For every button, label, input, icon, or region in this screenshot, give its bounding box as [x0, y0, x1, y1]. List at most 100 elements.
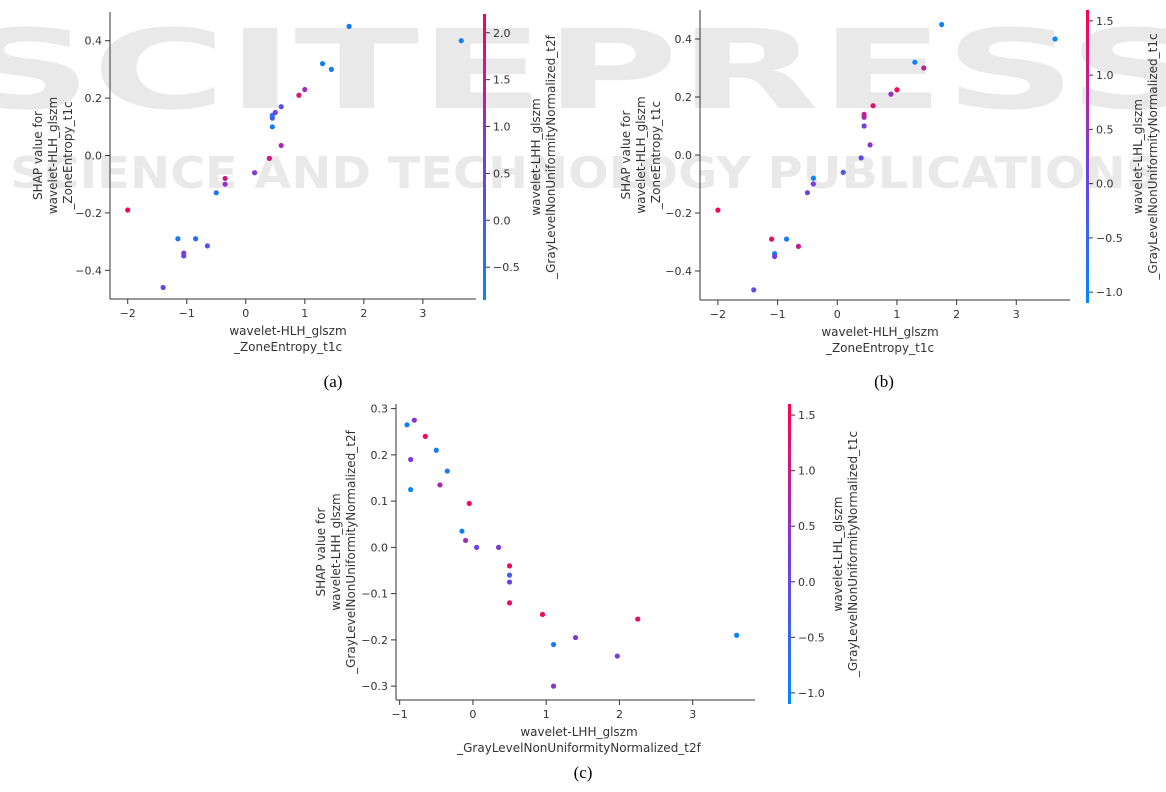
data-point	[506, 572, 513, 578]
x-axis-label: wavelet-HLH_glszm	[821, 325, 938, 339]
data-point	[921, 65, 927, 71]
data-point	[550, 641, 557, 648]
colorbar-label: wavelet-LHL_glszm	[1131, 99, 1145, 214]
data-point	[861, 111, 867, 117]
x-tick-label: −2	[120, 307, 136, 320]
watermark-line1: SCITEPRESS	[0, 6, 1166, 134]
x-axis-label: _ZoneEntropy_t1c	[233, 340, 342, 354]
data-point	[572, 634, 579, 641]
data-point	[125, 207, 131, 213]
data-point	[870, 103, 876, 109]
x-tick-label: 1	[543, 708, 550, 721]
chart-panel-a: −2 −1 0 1 2 3 −0.4 −0.2 0.0 0.2 0.4 wavelet-HLH_gls…	[31, 12, 558, 391]
panel-caption: (a)	[324, 372, 343, 391]
data-point	[404, 422, 410, 428]
colorbar-label: wavelet-LHL_glszm	[831, 497, 845, 612]
colorbar-tick-label: −0.5	[493, 261, 520, 274]
colorbar	[1086, 10, 1089, 303]
y-axis-label: wavelet-HLH_glszm	[46, 97, 60, 214]
data-point	[319, 61, 326, 67]
colorbar-tick-label: 1.5	[798, 409, 816, 422]
colorbar-tick-label: 1.5	[1096, 15, 1114, 28]
colorbar-tick-label: 0.0	[798, 576, 816, 589]
colorbar-tick-label: 1.5	[493, 74, 511, 87]
data-point	[473, 544, 480, 550]
data-point	[795, 243, 802, 249]
colorbar-tick-label: −1.0	[1096, 286, 1123, 299]
data-point	[192, 236, 199, 242]
colorbar-label: _GrayLevelNonUniformityNormalized_t1c	[846, 431, 860, 678]
data-point	[861, 123, 867, 129]
data-point	[506, 600, 513, 606]
data-point	[328, 66, 334, 72]
y-tick-label: 0.2	[85, 92, 103, 105]
colorbar-label: wavelet-LHH_glszm	[529, 98, 543, 215]
data-point	[804, 190, 811, 196]
x-tick-label: 3	[689, 708, 696, 721]
data-point	[539, 611, 546, 618]
data-point	[506, 579, 513, 585]
data-point	[506, 563, 513, 569]
panel-caption: (b)	[874, 372, 894, 391]
y-axis-label: SHAP value for	[619, 110, 633, 199]
data-point	[160, 284, 166, 291]
data-point	[867, 142, 873, 148]
x-tick-label: −1	[769, 308, 785, 321]
data-point	[751, 287, 757, 293]
y-tick-label: 0.1	[371, 495, 389, 508]
x-tick-label: 3	[419, 307, 426, 320]
data-point	[213, 190, 219, 196]
data-point	[437, 482, 443, 488]
data-point	[769, 236, 775, 242]
x-tick-label: 1	[301, 307, 308, 320]
y-tick-label: −0.2	[75, 207, 102, 220]
y-tick-label: −0.3	[361, 680, 388, 693]
x-tick-label: −2	[710, 308, 726, 321]
colorbar-tick-label: 1.0	[493, 121, 511, 134]
data-point	[181, 253, 187, 259]
y-tick-label: −0.4	[75, 264, 102, 277]
data-point	[444, 468, 450, 474]
y-tick-label: −0.1	[361, 588, 388, 601]
x-tick-label: −1	[392, 708, 408, 721]
x-tick-label: 0	[469, 708, 476, 721]
data-point	[408, 486, 414, 493]
data-point	[302, 86, 308, 93]
data-point	[222, 181, 228, 187]
data-point	[1052, 36, 1058, 42]
colorbar-tick-label: −0.5	[798, 631, 825, 644]
watermark: SCITEPRESS SCIENCE AND TECHNOLOGY PUBLIC…	[0, 6, 1166, 199]
y-tick-label: 0.4	[85, 35, 103, 48]
y-tick-label: 0.0	[85, 150, 103, 163]
y-tick-label: −0.4	[665, 265, 692, 278]
x-tick-label: −1	[179, 307, 195, 320]
x-tick-label: 0	[834, 308, 841, 321]
colorbar-tick-label: 1.0	[798, 465, 816, 478]
data-point	[894, 87, 900, 93]
data-point	[888, 91, 894, 97]
data-point	[810, 181, 816, 187]
colorbar-tick-label: −0.5	[1096, 232, 1123, 245]
x-tick-label: 2	[953, 308, 960, 321]
chart-panel-b: −2 −1 0 1 2 3 −0.4 −0.2 0.0 0.2 0.4 wavelet-HLH_gls…	[619, 10, 1160, 391]
data-point	[635, 616, 641, 622]
y-tick-label: 0.2	[675, 91, 693, 104]
colorbar-tick-label: 0.0	[1096, 178, 1114, 191]
y-tick-label: 0.4	[675, 33, 693, 46]
data-point	[266, 155, 272, 161]
data-point	[912, 59, 918, 65]
data-point	[550, 683, 557, 689]
data-point	[858, 155, 864, 161]
data-point	[840, 169, 846, 175]
data-point	[204, 243, 211, 249]
x-tick-label: 2	[360, 307, 367, 320]
data-point	[296, 92, 302, 98]
colorbar-label: _GrayLevelNonUniformityNormalized_t1c	[1146, 33, 1160, 280]
x-tick-label: 1	[893, 308, 900, 321]
watermark-line2: SCIENCE AND TECHNOLOGY PUBLICATIONS	[10, 148, 1160, 199]
y-axis-label: SHAP value for	[31, 111, 45, 200]
y-axis-label: wavelet-HLH_glszm	[634, 96, 648, 213]
x-axis-label: _ZoneEntropy_t1c	[825, 341, 934, 355]
data-point	[771, 253, 778, 260]
